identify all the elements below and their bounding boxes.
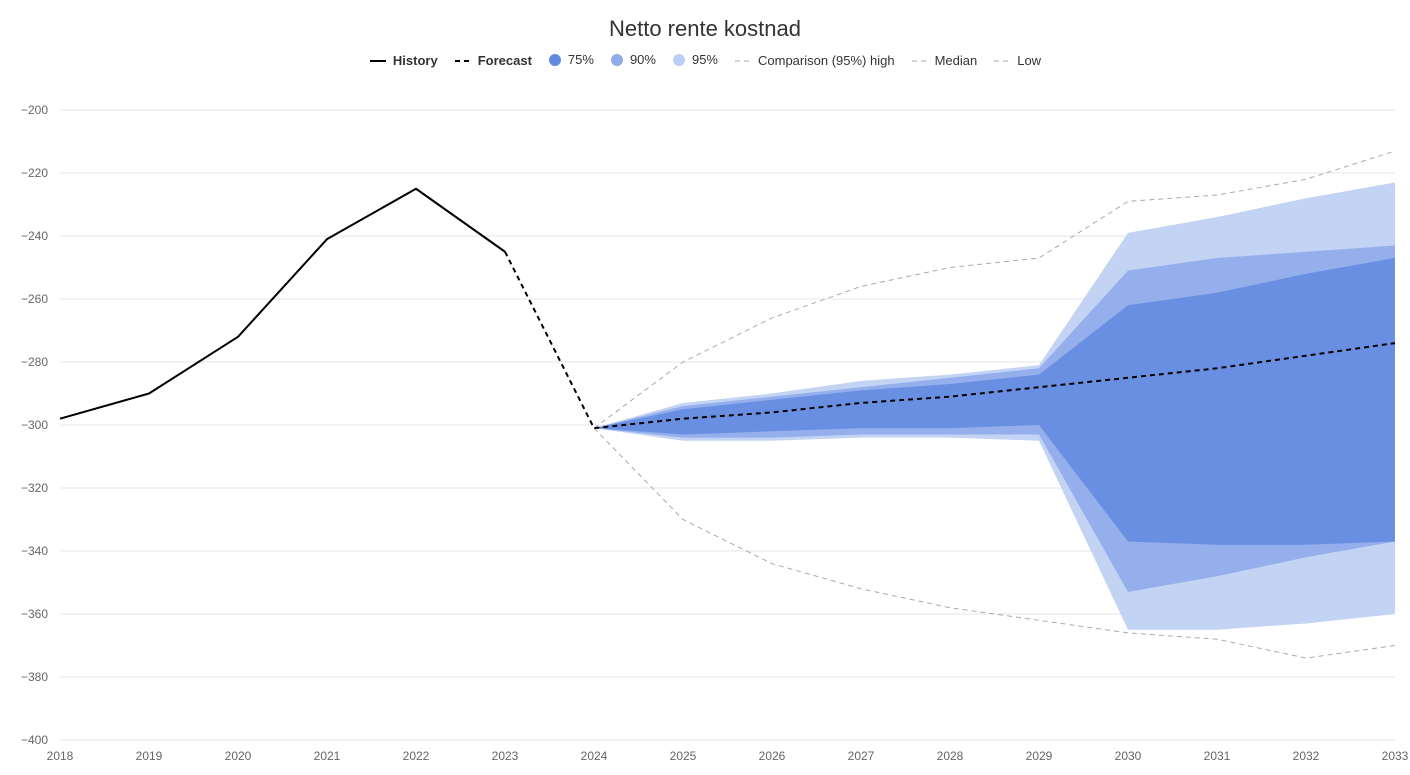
y-tick-label: −260 [21, 292, 48, 306]
y-tick-label: −240 [21, 229, 48, 243]
y-tick-label: −400 [21, 733, 48, 747]
x-tick-label: 2025 [670, 749, 697, 763]
chart-svg: −200 −220 −240 −260 −280 −300 −320 −340 −360 −380… [0, 0, 1410, 775]
x-tick-label: 2023 [492, 749, 519, 763]
x-tick-label: 2018 [47, 749, 74, 763]
y-tick-label: −380 [21, 670, 48, 684]
y-tick-label: −280 [21, 355, 48, 369]
x-tick-label: 2028 [937, 749, 964, 763]
x-tick-label: 2020 [225, 749, 252, 763]
x-tick-label: 2027 [848, 749, 875, 763]
x-tick-label: 2019 [136, 749, 163, 763]
x-tick-label: 2029 [1026, 749, 1053, 763]
y-tick-label: −300 [21, 418, 48, 432]
y-tick-label: −200 [21, 103, 48, 117]
x-tick-label: 2024 [581, 749, 608, 763]
x-tick-label: 2022 [403, 749, 430, 763]
y-tick-label: −220 [21, 166, 48, 180]
x-tick-label: 2032 [1293, 749, 1320, 763]
line-history [60, 189, 505, 419]
x-tick-label: 2031 [1204, 749, 1231, 763]
fan-chart: Netto rente kostnad HistoryForecast75%90… [0, 0, 1410, 775]
y-tick-label: −360 [21, 607, 48, 621]
x-tick-label: 2033 [1382, 749, 1409, 763]
y-tick-label: −320 [21, 481, 48, 495]
x-tick-label: 2030 [1115, 749, 1142, 763]
y-tick-label: −340 [21, 544, 48, 558]
x-tick-label: 2026 [759, 749, 786, 763]
x-tick-label: 2021 [314, 749, 341, 763]
